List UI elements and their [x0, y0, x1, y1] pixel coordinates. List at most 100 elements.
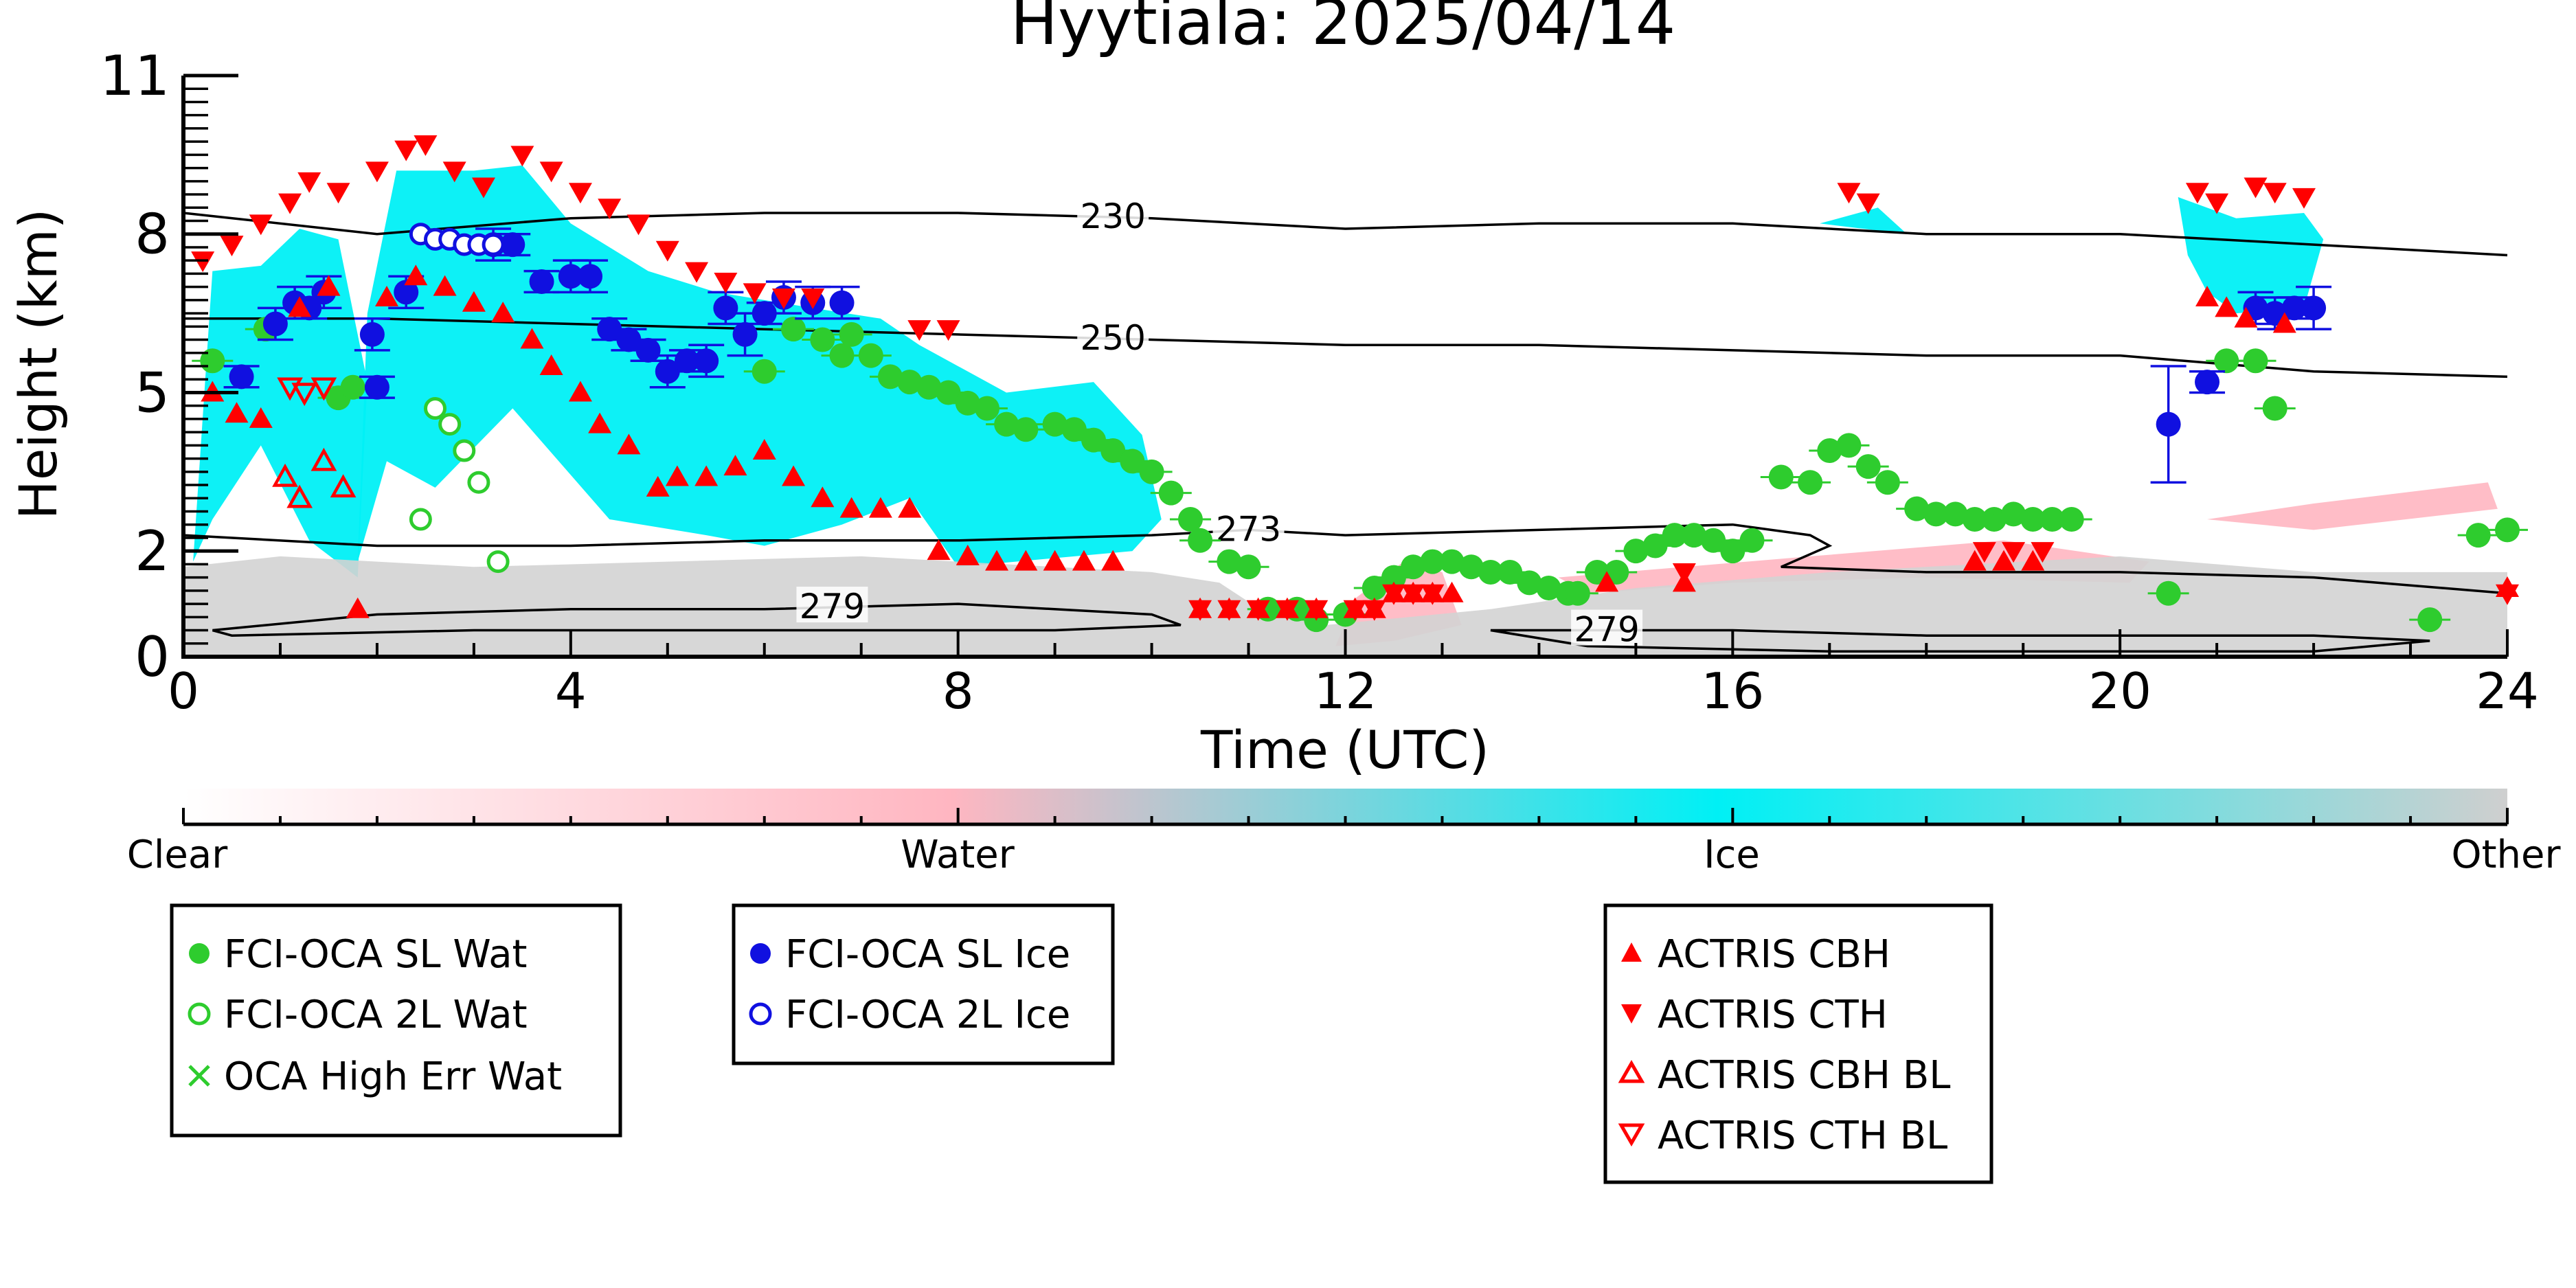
colorbar-label-clear: Clear	[127, 833, 228, 877]
x-tick-label: 24	[2476, 662, 2539, 720]
data-point	[262, 311, 288, 337]
data-point	[414, 135, 438, 156]
data-point	[713, 295, 738, 321]
data-point	[326, 183, 350, 204]
data-point	[936, 380, 961, 405]
cloud-region-ice	[193, 229, 368, 578]
series-actris-cbh-bl	[272, 447, 357, 508]
contour-line-230	[183, 212, 2508, 257]
data-point	[482, 233, 505, 256]
data-point	[404, 264, 428, 286]
legend-marker-cth	[1621, 1004, 1642, 1024]
data-point	[2031, 542, 2055, 563]
data-point	[1014, 550, 1038, 571]
data-point	[829, 290, 855, 315]
data-point	[1100, 438, 1126, 464]
data-point	[346, 597, 370, 618]
data-point	[1642, 533, 1668, 558]
data-point	[394, 280, 419, 305]
data-point	[752, 359, 777, 384]
data-point	[310, 377, 337, 401]
x-tick-label: 20	[2088, 662, 2151, 720]
series-fci-oca-sl-wat	[192, 317, 2528, 633]
data-point	[2156, 411, 2181, 437]
data-point	[858, 343, 883, 368]
data-point	[1013, 417, 1039, 442]
data-point	[1856, 193, 1880, 214]
data-point	[617, 433, 641, 455]
data-point	[1072, 550, 1096, 571]
cloud-region-water	[1558, 540, 2149, 594]
data-point	[578, 264, 603, 289]
data-point	[626, 214, 651, 236]
data-point	[288, 296, 312, 317]
series-fci-oca-2l-wat	[409, 397, 510, 574]
data-point	[2185, 183, 2209, 204]
data-point	[520, 328, 544, 349]
data-point	[1101, 550, 1125, 571]
data-point	[1362, 576, 1387, 601]
legend-label-2l-wat: FCI-OCA 2L Wat	[224, 993, 528, 1037]
data-point	[985, 550, 1009, 571]
legend-marker-2l-ice	[749, 1002, 772, 1026]
data-point	[1275, 600, 1299, 621]
data-point	[839, 321, 864, 347]
data-point	[2272, 312, 2296, 333]
data-point	[423, 397, 447, 420]
data-point	[2262, 396, 2287, 421]
data-point	[1739, 528, 1765, 553]
contour-line-273	[183, 523, 2508, 595]
data-point	[1672, 563, 1696, 584]
data-point	[462, 291, 486, 312]
data-point	[1992, 550, 2016, 571]
data-point	[771, 289, 795, 310]
data-point	[694, 465, 719, 486]
data-point	[249, 214, 273, 236]
legend-marker-cbh-bl	[1618, 1059, 1645, 1083]
cloud-region-ice	[2178, 196, 2324, 314]
data-point	[1855, 454, 1881, 479]
data-point	[297, 172, 321, 193]
legend-marker-cbh	[1621, 942, 1642, 962]
data-point	[616, 327, 642, 352]
contour-label-230: 230	[1080, 196, 1145, 236]
colorbar-label-ice: Ice	[1704, 833, 1760, 877]
data-point	[510, 146, 534, 167]
colorbar-label-other: Other	[2451, 833, 2561, 877]
x-axis-label: Time (UTC)	[1200, 719, 1489, 780]
data-point	[782, 465, 806, 486]
chart-title: Hyytiala: 2025/04/14	[1010, 0, 1676, 59]
data-point	[2263, 183, 2287, 204]
data-point	[375, 286, 399, 307]
data-point	[1246, 600, 1270, 621]
data-point	[500, 232, 526, 258]
data-point	[491, 302, 515, 323]
legend-ice: FCI-OCA SL Ice FCI-OCA 2L Ice	[732, 903, 1115, 1065]
data-point	[2417, 607, 2443, 633]
y-tick-label: 0	[135, 625, 170, 689]
data-point	[1381, 565, 1406, 590]
contour-label-bg	[1571, 609, 1643, 646]
y-tick-label: 8	[135, 203, 170, 267]
data-point	[2496, 584, 2519, 605]
colorbar-ticks	[182, 808, 2509, 824]
data-point	[810, 327, 835, 352]
retrieval-markers	[191, 135, 2528, 633]
data-point	[694, 348, 719, 374]
data-point	[2243, 348, 2268, 374]
cloud-region-ice	[1820, 207, 1908, 234]
contour-label-279: 279	[1574, 610, 1639, 650]
data-point	[839, 497, 863, 518]
data-point	[1061, 417, 1087, 442]
data-point	[801, 289, 825, 310]
contour-label-bg	[1212, 509, 1285, 545]
data-point	[539, 161, 563, 183]
contour-line-279	[212, 602, 1182, 637]
data-point	[1081, 427, 1107, 453]
y-tick-label: 11	[100, 44, 170, 108]
data-point	[1217, 600, 1241, 621]
data-point	[811, 486, 835, 508]
data-point	[191, 251, 215, 273]
legend-water: FCI-OCA SL Wat FCI-OCA 2L Wat OCA High E…	[170, 903, 622, 1138]
data-point	[829, 343, 855, 368]
